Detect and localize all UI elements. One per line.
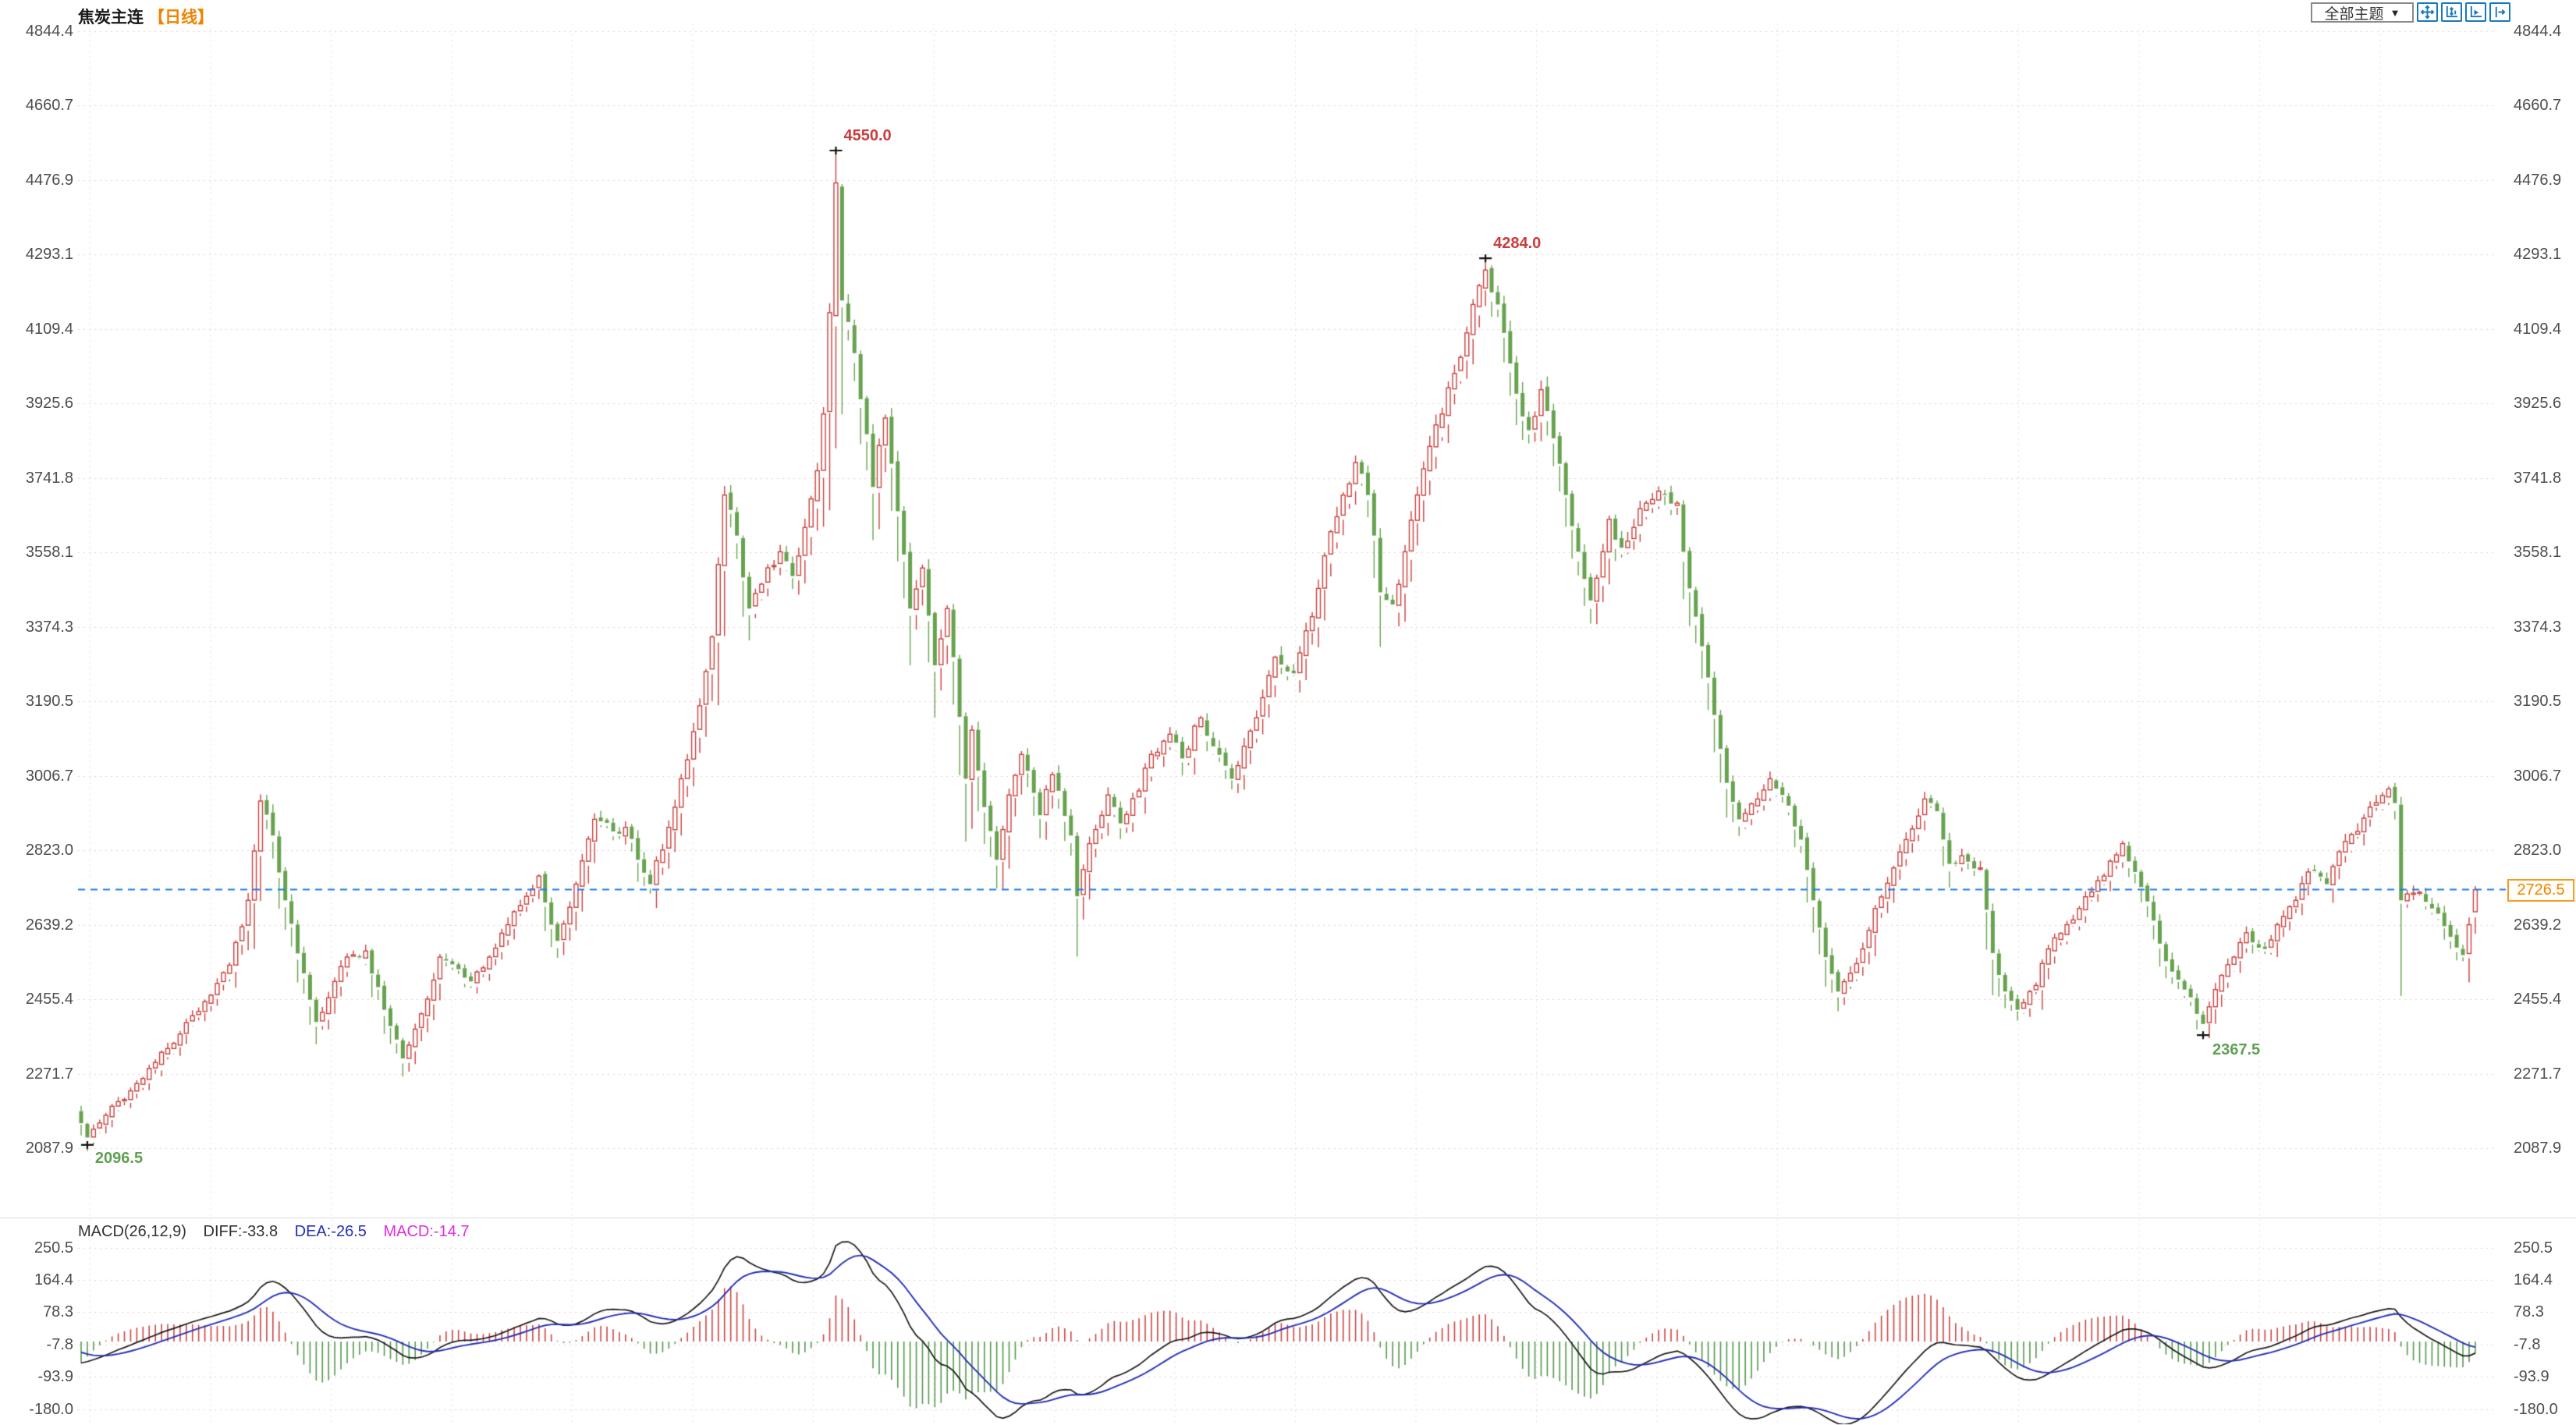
axis-tick-label: 2271.7	[25, 1065, 73, 1083]
axis-tick-label: 3190.5	[25, 693, 73, 711]
annotation-peak-high: 4550.0	[843, 126, 892, 144]
axis-tick-label: 78.3	[2514, 1303, 2544, 1321]
axis-tick-label: 2087.9	[2514, 1140, 2562, 1157]
axis-tick-label: 4109.4	[2514, 320, 2562, 338]
axis-tick-label: 164.4	[34, 1271, 73, 1289]
axis-tick-label: 2823.0	[25, 842, 73, 860]
axis-tick-label: 3741.8	[25, 469, 73, 487]
theme-dropdown[interactable]: 全部主题 ▼	[2311, 2, 2414, 23]
axis-tick-label: 3374.3	[2514, 618, 2562, 636]
axis-tick-label: -7.8	[2514, 1335, 2541, 1353]
axis-tick-label: 4844.4	[25, 23, 73, 40]
axis-tick-label: 2087.9	[25, 1140, 73, 1157]
x-axis-play-icon	[2468, 5, 2483, 19]
axis-tick-label: 4476.9	[25, 171, 73, 189]
axis-tick-label: -180.0	[29, 1400, 73, 1418]
axis-tick-label: 2823.0	[2514, 842, 2562, 860]
macd-value-label: MACD:-14.7	[383, 1223, 470, 1240]
axis-tick-label: 4660.7	[2514, 97, 2562, 115]
macd-formula-label: MACD(26,12,9)	[78, 1223, 186, 1240]
period-tag: 【日线】	[148, 9, 214, 27]
axis-tick-label: -7.8	[46, 1335, 73, 1353]
macd-indicator-labels: MACD(26,12,9) DIFF:-33.8 DEA:-26.5 MACD:…	[78, 1223, 482, 1241]
axis-tick-label: 3558.1	[2514, 544, 2562, 562]
axis-tick-label: 3006.7	[25, 767, 73, 785]
axis-tick-label: -93.9	[37, 1368, 73, 1386]
axis-tick-label: 250.5	[34, 1239, 73, 1257]
axis-tick-label: 78.3	[43, 1303, 73, 1321]
axis-tick-label: 164.4	[2514, 1271, 2553, 1289]
current-price-tag: 2726.5	[2507, 878, 2574, 902]
axis-tick-label: -93.9	[2514, 1368, 2549, 1386]
dea-value-label: DEA:-26.5	[294, 1223, 367, 1240]
chevron-down-icon: ▼	[2390, 6, 2400, 19]
diff-value-label: DIFF:-33.8	[203, 1223, 279, 1240]
axis-tick-label: 3925.6	[25, 395, 73, 413]
x-axis-play-button[interactable]	[2465, 2, 2486, 22]
axis-tick-label: 3190.5	[2514, 693, 2562, 711]
axis-tick-label: 3741.8	[2514, 469, 2562, 487]
axis-tick-label: 4476.9	[2514, 171, 2562, 189]
annotation-second-high: 4284.0	[1493, 235, 1542, 253]
axis-tick-label: 3558.1	[25, 544, 73, 562]
toolbar: 全部主题 ▼	[2311, 2, 2510, 23]
axis-tick-label: 4293.1	[2514, 246, 2562, 264]
pan-crosshair-button[interactable]	[2417, 2, 2438, 22]
shift-right-icon	[2493, 5, 2507, 19]
axis-tick-label: 4660.7	[25, 97, 73, 115]
axis-tick-label: 4844.4	[2514, 23, 2562, 40]
y-axis-scale-icon	[2444, 5, 2459, 19]
chart-title: 焦炭主连 【日线】	[78, 5, 214, 28]
instrument-name: 焦炭主连	[78, 9, 144, 27]
axis-tick-label: 2455.4	[2514, 991, 2562, 1008]
axis-tick-label: 250.5	[2514, 1239, 2553, 1257]
axis-tick-label: 4109.4	[25, 320, 73, 338]
axis-tick-label: 3006.7	[2514, 767, 2562, 785]
annotation-recent-low: 2367.5	[2212, 1041, 2261, 1059]
pan-crosshair-icon	[2420, 5, 2435, 19]
annotation-start-low: 2096.5	[94, 1149, 144, 1167]
axis-tick-label: 2639.2	[25, 916, 73, 934]
axis-tick-label: 3374.3	[25, 618, 73, 636]
axis-tick-label: 2455.4	[25, 991, 73, 1008]
axis-tick-label: 2639.2	[2514, 916, 2562, 934]
axis-tick-label: 4293.1	[25, 246, 73, 264]
shift-right-button[interactable]	[2489, 2, 2510, 22]
y-axis-scale-button[interactable]	[2441, 2, 2462, 22]
axis-tick-label: 3925.6	[2514, 395, 2562, 413]
axis-tick-label: 2271.7	[2514, 1065, 2562, 1083]
axis-tick-label: -180.0	[2514, 1400, 2558, 1418]
theme-dropdown-label: 全部主题	[2324, 5, 2384, 23]
